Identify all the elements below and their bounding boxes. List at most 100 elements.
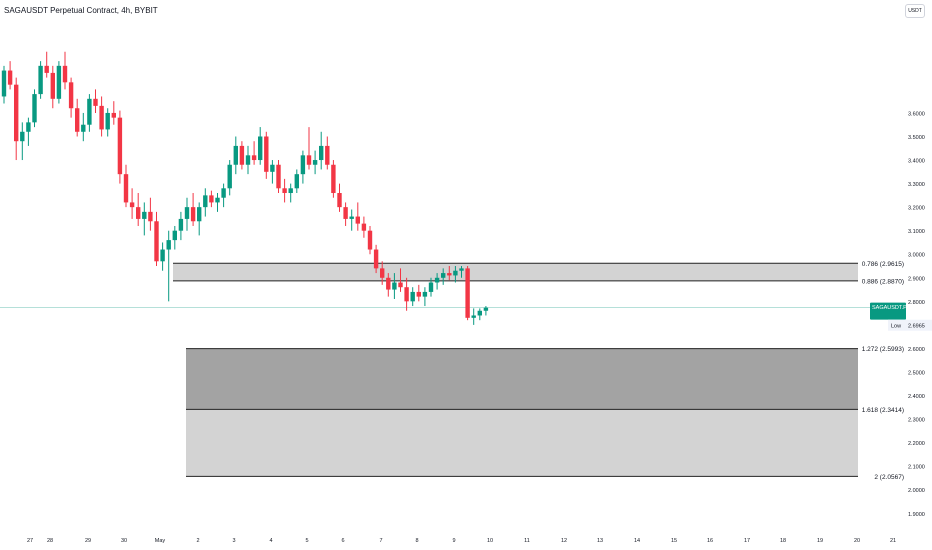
fib-label: 0.786 (2.9615) bbox=[862, 261, 904, 268]
candle-body bbox=[392, 282, 397, 290]
x-tick-label: 30 bbox=[121, 538, 127, 544]
price-badge-value: 2.7733 bbox=[908, 305, 925, 311]
x-tick-label: 21 bbox=[890, 538, 896, 544]
x-tick-label: 20 bbox=[854, 538, 860, 544]
candle-body bbox=[373, 249, 379, 269]
candle-body bbox=[233, 145, 238, 165]
candle-body bbox=[44, 65, 49, 73]
candle-body bbox=[227, 164, 232, 189]
x-tick-label: 27 bbox=[27, 538, 33, 544]
x-tick-label: May bbox=[155, 538, 166, 544]
y-tick-label: 2.2000 bbox=[908, 441, 925, 447]
candle-body bbox=[20, 131, 25, 142]
candle-body bbox=[331, 164, 336, 194]
candle-body bbox=[117, 117, 123, 175]
candle-body bbox=[288, 188, 293, 194]
currency-button[interactable]: USDT bbox=[905, 4, 925, 18]
fib-zone bbox=[173, 263, 858, 281]
candle-body bbox=[172, 230, 177, 241]
x-tick-label: 12 bbox=[561, 538, 567, 544]
candle-body bbox=[160, 249, 165, 262]
x-tick-label: 6 bbox=[341, 538, 344, 544]
x-tick-label: 9 bbox=[452, 538, 455, 544]
price-badge-symbol: SAGAUSDT.P bbox=[872, 305, 907, 311]
candle-body bbox=[245, 155, 251, 165]
candle-body bbox=[99, 105, 104, 130]
candle-body bbox=[221, 188, 226, 198]
candle-body bbox=[14, 84, 19, 142]
candle-body bbox=[111, 112, 116, 118]
candle-body bbox=[367, 230, 373, 250]
x-tick-label: 11 bbox=[524, 538, 530, 544]
low-badge-value: 2.6965 bbox=[908, 324, 925, 330]
candle-body bbox=[270, 164, 275, 172]
current-price-badge bbox=[870, 302, 906, 320]
candle-body bbox=[75, 108, 80, 132]
x-tick-label: 4 bbox=[269, 538, 272, 544]
y-tick-label: 2.6000 bbox=[908, 347, 925, 353]
y-tick-label: 1.9000 bbox=[908, 512, 925, 518]
y-tick-label: 2.4000 bbox=[908, 394, 925, 400]
x-tick-label: 29 bbox=[85, 538, 91, 544]
candle-body bbox=[81, 124, 86, 132]
candle-body bbox=[50, 72, 55, 99]
candle-body bbox=[282, 188, 287, 194]
candle-body bbox=[306, 155, 312, 165]
candle-body bbox=[398, 282, 403, 288]
candle-body bbox=[471, 315, 476, 318]
candle-body bbox=[87, 98, 92, 125]
y-tick-label: 3.3000 bbox=[908, 182, 925, 188]
candle-body bbox=[355, 216, 360, 224]
candle-body bbox=[416, 291, 421, 297]
candle-body bbox=[483, 307, 489, 311]
fib-label: 2 (2.0567) bbox=[874, 474, 904, 481]
fib-zone bbox=[186, 348, 858, 410]
fib-label: 0.886 (2.8870) bbox=[862, 278, 904, 285]
candle-body bbox=[428, 282, 434, 292]
y-tick-label: 2.5000 bbox=[908, 370, 925, 376]
y-tick-label: 2.0000 bbox=[908, 488, 925, 494]
candle-body bbox=[337, 193, 342, 208]
x-tick-label: 19 bbox=[817, 538, 823, 544]
candle-body bbox=[319, 145, 324, 161]
candle-body bbox=[129, 202, 135, 208]
fib-zone bbox=[186, 409, 858, 477]
candle-body bbox=[38, 65, 43, 95]
candle-body bbox=[142, 211, 147, 219]
x-tick-label: 18 bbox=[780, 538, 786, 544]
candle-body bbox=[123, 174, 129, 203]
candle-body bbox=[453, 270, 458, 276]
price-badge-countdown: 00:28:57 bbox=[908, 313, 929, 319]
low-badge-label: Low bbox=[891, 324, 901, 330]
y-tick-label: 3.4000 bbox=[908, 159, 925, 165]
candle-body bbox=[312, 160, 318, 165]
candle-body bbox=[410, 291, 415, 302]
candle-body bbox=[276, 164, 281, 189]
x-tick-label: 8 bbox=[415, 538, 418, 544]
y-tick-label: 2.3000 bbox=[908, 418, 925, 424]
candle-body bbox=[294, 174, 299, 189]
candle-body bbox=[251, 155, 257, 161]
y-tick-label: 3.1000 bbox=[908, 229, 925, 235]
fib-label: 1.272 (2.5993) bbox=[862, 346, 904, 353]
candle-body bbox=[447, 273, 452, 276]
x-tick-label: 28 bbox=[47, 538, 53, 544]
candle-body bbox=[258, 136, 263, 161]
x-tick-label: 14 bbox=[634, 538, 640, 544]
candle-body bbox=[441, 273, 446, 278]
candle-body bbox=[209, 195, 214, 203]
y-tick-label: 3.5000 bbox=[908, 135, 925, 141]
candle-body bbox=[422, 291, 428, 297]
candle-body bbox=[184, 207, 190, 219]
candle-body bbox=[154, 221, 159, 262]
y-tick-label: 3.2000 bbox=[908, 206, 925, 212]
y-tick-label: 2.1000 bbox=[908, 465, 925, 471]
y-tick-label: 2.8000 bbox=[908, 300, 925, 306]
candle-body bbox=[7, 70, 13, 85]
y-tick-label: 3.0000 bbox=[908, 253, 925, 259]
candle-body bbox=[264, 136, 269, 172]
candle-body bbox=[325, 145, 330, 165]
candle-body bbox=[56, 65, 62, 99]
candle-body bbox=[62, 65, 68, 83]
